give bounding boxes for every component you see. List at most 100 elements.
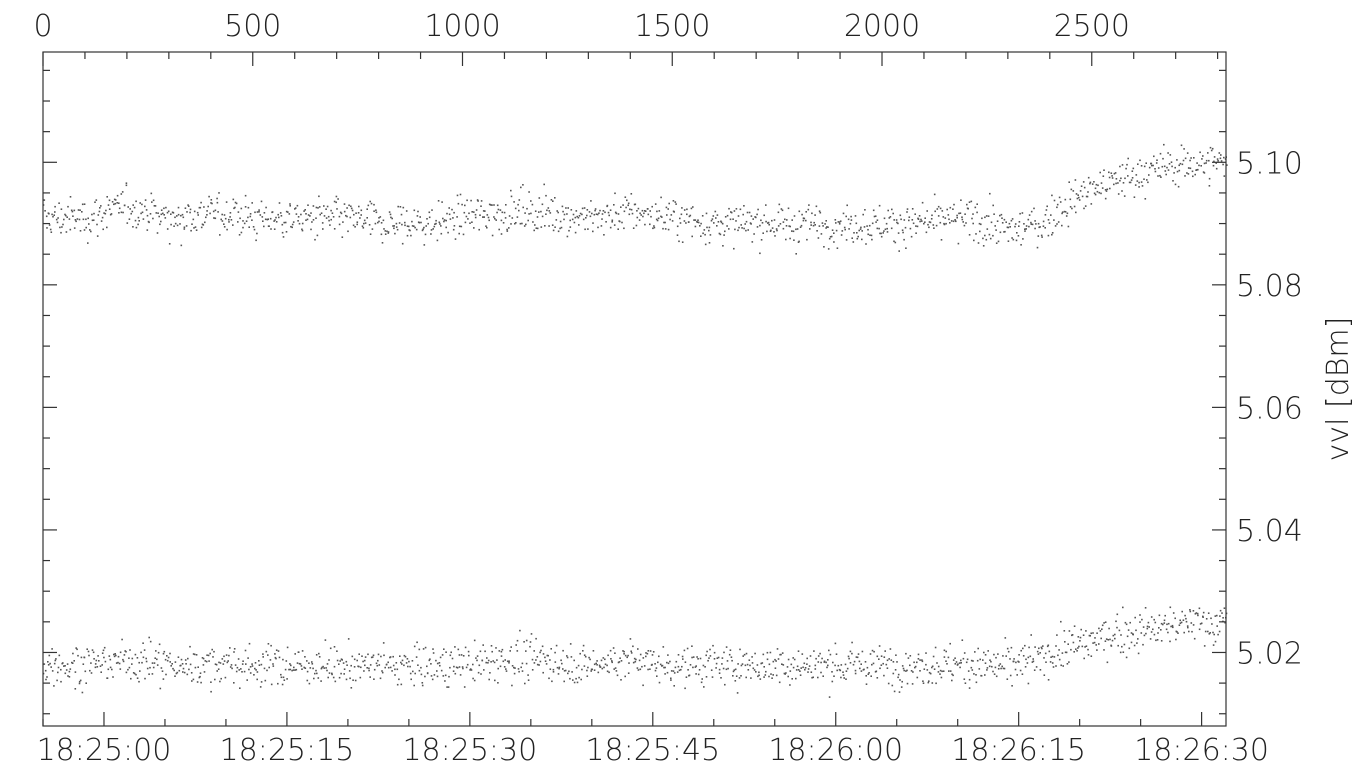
data-point: [942, 216, 945, 218]
data-point: [323, 205, 325, 207]
data-point: [728, 228, 730, 230]
data-point: [66, 663, 69, 665]
data-point: [1068, 630, 1071, 632]
data-point: [815, 657, 817, 660]
data-point: [1126, 163, 1128, 166]
data-point: [242, 226, 244, 229]
data-point: [1211, 623, 1213, 625]
data-point: [803, 662, 806, 665]
data-point: [695, 673, 697, 675]
data-point: [652, 651, 655, 653]
data-point: [306, 660, 308, 662]
data-point: [301, 650, 304, 652]
data-point: [1127, 175, 1129, 177]
data-point: [209, 652, 211, 655]
data-point: [681, 207, 683, 209]
data-point: [1160, 629, 1162, 631]
data-point: [964, 682, 967, 684]
data-point: [924, 217, 926, 219]
data-point: [791, 219, 793, 221]
bottom-tick-label: 18:25:00: [37, 733, 172, 768]
data-point: [768, 663, 771, 666]
data-point: [795, 253, 797, 255]
data-point: [193, 210, 196, 213]
data-point: [1162, 157, 1164, 160]
top-tick-label: 1000: [424, 9, 500, 44]
data-point: [116, 194, 119, 197]
data-point: [595, 213, 598, 215]
data-point: [320, 212, 323, 214]
data-point: [1163, 165, 1166, 168]
data-point: [348, 670, 351, 672]
data-point: [208, 195, 210, 198]
data-point: [429, 658, 431, 660]
data-point: [771, 227, 774, 229]
data-point: [1027, 656, 1030, 659]
data-point: [1165, 173, 1167, 176]
data-point: [732, 218, 734, 220]
data-point: [664, 673, 666, 675]
data-point: [151, 673, 154, 675]
data-point: [1181, 163, 1184, 166]
data-point: [899, 214, 902, 217]
data-point: [364, 656, 367, 658]
data-point: [1160, 176, 1162, 178]
data-point: [104, 212, 107, 215]
data-point: [866, 666, 869, 669]
data-point: [1195, 612, 1198, 614]
data-point: [426, 665, 428, 668]
data-point: [615, 670, 618, 672]
data-point: [432, 648, 434, 650]
data-point: [267, 218, 269, 220]
data-point: [358, 205, 360, 208]
data-point: [502, 222, 505, 224]
data-point: [743, 227, 745, 230]
data-point: [1146, 625, 1149, 628]
data-point: [979, 658, 981, 661]
data-point: [653, 225, 655, 227]
data-point: [613, 204, 615, 206]
bottom-tick-label: 18:25:45: [585, 733, 720, 768]
data-point: [65, 231, 68, 233]
data-point: [967, 207, 969, 210]
data-point: [962, 657, 965, 660]
data-point: [1072, 190, 1075, 192]
data-point: [399, 655, 401, 657]
data-point: [368, 669, 370, 672]
data-point: [710, 219, 713, 222]
data-point: [520, 666, 522, 669]
data-point: [73, 227, 76, 229]
data-point: [679, 222, 682, 224]
data-point: [270, 644, 272, 647]
data-point: [352, 679, 354, 681]
data-point: [164, 217, 167, 219]
data-point: [386, 230, 388, 233]
data-point: [1106, 661, 1109, 664]
data-point: [684, 661, 687, 663]
data-point: [923, 222, 925, 225]
data-point: [65, 669, 68, 671]
data-point: [702, 664, 705, 667]
data-point: [1180, 621, 1183, 624]
data-point: [254, 667, 256, 670]
data-point: [606, 664, 608, 667]
data-point: [515, 222, 517, 224]
data-point: [387, 232, 390, 234]
data-point: [1122, 651, 1125, 653]
data-point: [346, 215, 348, 218]
data-point: [336, 659, 339, 662]
data-point: [544, 660, 547, 662]
data-point: [129, 649, 131, 651]
data-point: [1094, 637, 1096, 639]
data-point: [688, 221, 690, 223]
data-point: [630, 193, 633, 195]
data-point: [654, 203, 657, 205]
data-point: [296, 662, 299, 664]
data-point: [712, 644, 714, 647]
data-point: [122, 658, 124, 661]
data-point: [203, 206, 205, 208]
data-point: [667, 228, 670, 231]
data-point: [1024, 666, 1027, 668]
data-point: [968, 234, 971, 236]
data-point: [256, 211, 259, 213]
